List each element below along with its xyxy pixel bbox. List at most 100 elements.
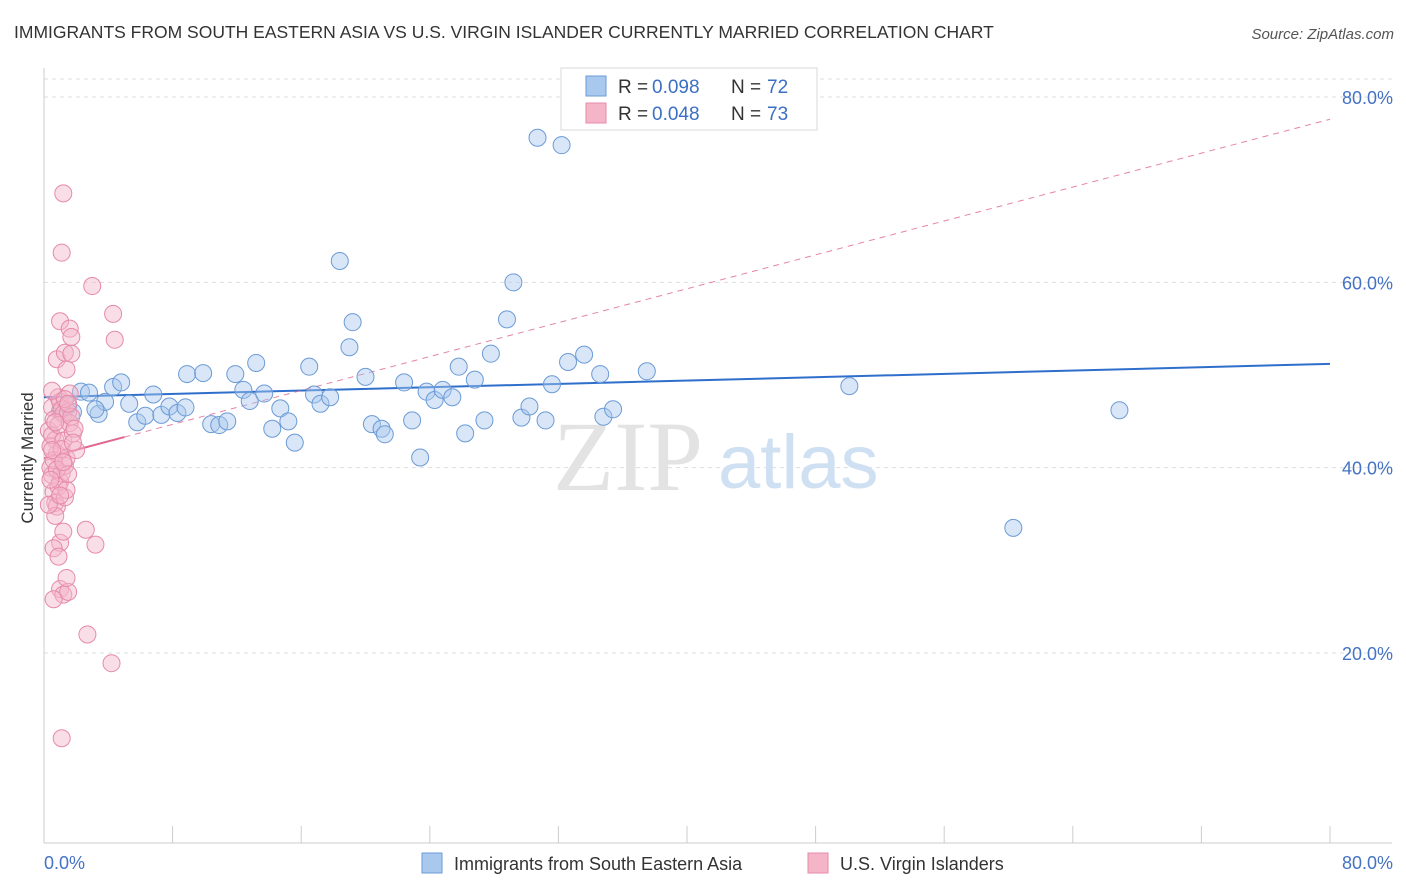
point-blue-18	[194, 364, 213, 383]
point-blue-51	[465, 370, 484, 389]
bottom-legend: Immigrants from South Eastern Asia U.S. …	[421, 852, 1004, 874]
point-blue-29	[279, 412, 298, 431]
point-blue-38	[356, 367, 375, 386]
point-blue-71	[86, 400, 105, 419]
point-blue-16	[176, 398, 195, 417]
point-blue-31	[300, 357, 319, 376]
point-blue-55	[504, 273, 523, 292]
legend-r-label-blue: R =	[618, 77, 648, 98]
point-blue-61	[552, 136, 571, 155]
point-blue-43	[403, 411, 422, 430]
data-points	[39, 128, 1129, 748]
point-pink-26	[52, 440, 71, 459]
point-blue-48	[443, 388, 462, 407]
tick-labels: 0.0% 80.0% 80.0% 60.0% 40.0% 20.0%	[44, 88, 1393, 873]
point-blue-35	[330, 252, 349, 271]
point-blue-50	[456, 424, 475, 443]
watermark: ZIP atlas	[553, 401, 879, 512]
point-pink-40	[57, 360, 76, 379]
x-tick-label-max: 80.0%	[1342, 853, 1393, 873]
point-blue-17	[178, 365, 197, 384]
point-blue-6	[96, 392, 115, 411]
watermark-zip: ZIP	[553, 401, 703, 512]
point-pink-63	[52, 729, 71, 748]
chart-title: IMMIGRANTS FROM SOUTH EASTERN ASIA VS U.…	[14, 22, 994, 42]
point-blue-11	[136, 406, 155, 425]
point-pink-68	[59, 394, 78, 413]
point-pink-72	[51, 486, 70, 505]
legend-n-label-blue: N =	[731, 77, 761, 98]
point-pink-30	[46, 506, 65, 525]
point-blue-23	[234, 380, 253, 399]
point-blue-24	[240, 391, 259, 410]
point-pink-45	[41, 470, 60, 489]
point-blue-66	[604, 400, 623, 419]
point-pink-62	[44, 590, 63, 609]
y-tick-label-3: 20.0%	[1342, 644, 1393, 664]
gridlines	[44, 78, 1392, 654]
point-pink-34	[43, 381, 62, 400]
trend-line-blue	[43, 362, 1331, 399]
point-pink-52	[76, 520, 95, 539]
point-pink-61	[59, 582, 78, 601]
point-pink-58	[105, 330, 124, 349]
legend-swatch-pink	[585, 102, 607, 124]
y-axis-label: Currently Married	[18, 392, 37, 523]
point-blue-30	[285, 433, 304, 452]
watermark-atlas: atlas	[718, 420, 879, 505]
point-blue-64	[591, 365, 610, 384]
point-blue-36	[340, 338, 359, 357]
y-tick-label-1: 60.0%	[1342, 273, 1393, 293]
legend-r-value-blue: 0.098	[652, 77, 700, 98]
legend-r-value-pink: 0.048	[652, 104, 700, 125]
point-pink-71	[54, 453, 73, 472]
point-pink-48	[62, 344, 81, 363]
legend-n-value-pink: 73	[767, 104, 788, 125]
point-blue-40	[372, 419, 391, 438]
point-blue-26	[255, 384, 274, 403]
point-pink-36	[51, 312, 70, 331]
point-pink-32	[44, 539, 63, 558]
point-pink-57	[104, 304, 123, 323]
point-pink-47	[59, 465, 78, 484]
point-pink-44	[65, 419, 84, 438]
legend-swatch-blue	[585, 75, 607, 97]
point-blue-27	[263, 419, 282, 438]
point-pink-69	[46, 413, 65, 432]
point-blue-33	[311, 394, 330, 413]
point-blue-62	[559, 353, 578, 372]
point-blue-52	[475, 411, 494, 430]
chart-source: Source: ZipAtlas.com	[1251, 26, 1394, 43]
point-blue-59	[536, 411, 555, 430]
point-blue-57	[520, 397, 539, 416]
legend-n-value-blue: 72	[767, 77, 788, 98]
point-blue-41	[375, 425, 394, 444]
point-blue-53	[481, 344, 500, 363]
point-blue-65	[594, 407, 613, 426]
axes	[43, 68, 1392, 844]
point-blue-58	[528, 128, 547, 147]
point-blue-25	[247, 353, 266, 372]
point-pink-64	[63, 433, 82, 452]
point-pink-54	[78, 625, 97, 644]
x-tick-label-min: 0.0%	[44, 853, 85, 873]
legend-n-label-pink: N =	[731, 104, 761, 125]
y-tick-label-0: 80.0%	[1342, 88, 1393, 108]
y-tick-label-2: 40.0%	[1342, 459, 1393, 479]
point-pink-37	[52, 243, 71, 262]
bottom-legend-label-pink: U.S. Virgin Islanders	[840, 854, 1004, 874]
point-pink-38	[54, 184, 73, 203]
point-blue-70	[1110, 401, 1129, 420]
bottom-legend-label-blue: Immigrants from South Eastern Asia	[454, 854, 743, 874]
point-blue-47	[433, 380, 452, 399]
point-pink-56	[83, 277, 102, 296]
point-pink-50	[62, 328, 81, 347]
point-blue-69	[1004, 518, 1023, 537]
point-blue-8	[112, 373, 131, 392]
point-blue-34	[321, 388, 340, 407]
point-pink-55	[102, 654, 121, 673]
point-pink-70	[43, 441, 62, 460]
point-blue-22	[226, 365, 245, 384]
